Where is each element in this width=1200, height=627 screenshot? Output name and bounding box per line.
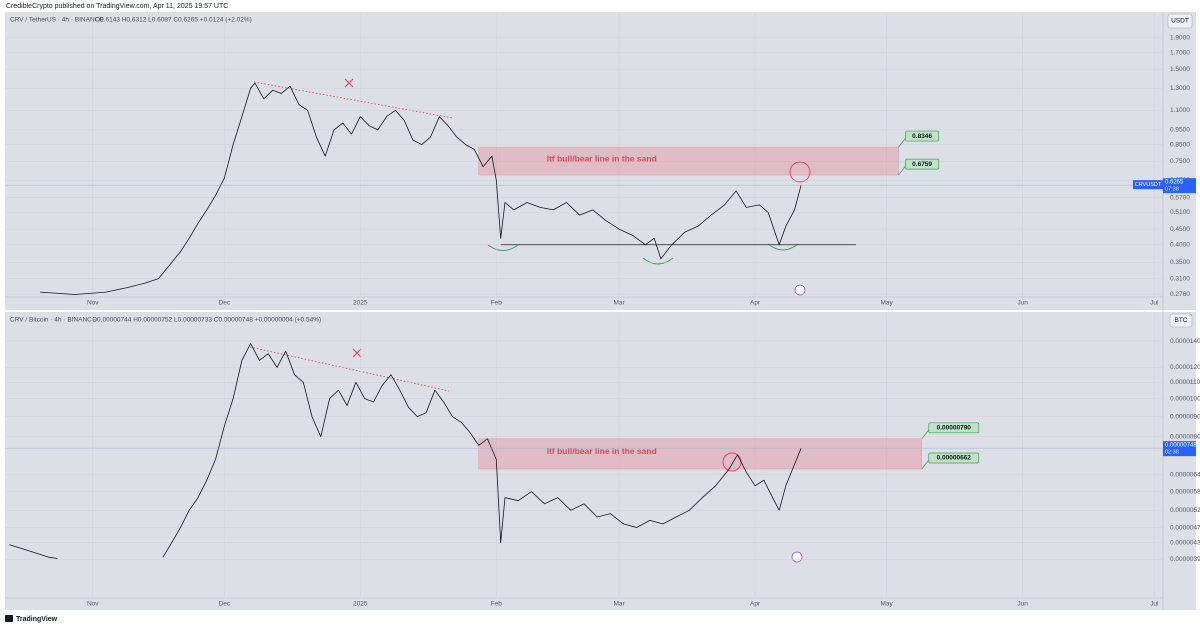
top-pane (5, 12, 1196, 310)
zone (478, 438, 922, 470)
chart: 1.9000 1.7000 1.5000 1.3000 1.1000 0.9500 0.85… (5, 13, 1196, 307)
x-tick-label: Jun (1017, 300, 1028, 307)
y-tick-label: 0.4500 (1170, 226, 1190, 233)
price-label: 0.6265 (1165, 180, 1184, 186)
footer: TradingView (16, 616, 58, 623)
ohlc: O0.00000744 H0.00000752 L0.00000733 C0.0… (92, 317, 321, 324)
x-tick-label: Nov (87, 601, 99, 608)
x-tick-label: Apr (750, 300, 761, 307)
x-tick-label: Feb (491, 300, 503, 307)
bottom-pane (5, 312, 1196, 610)
attribution: CredibleCrypto published on TradingView.… (6, 3, 228, 10)
x-tick-label: Nov (87, 300, 99, 307)
price-line (9, 343, 802, 559)
y-tick-label: 0.3500 (1170, 259, 1190, 266)
countdown: 07:38 (1165, 187, 1179, 193)
currency-badge (1169, 313, 1193, 328)
x-tick-label: Jul (1150, 601, 1159, 608)
y-tick-label: 1.1000 (1170, 107, 1190, 114)
x-tick-label: May (881, 300, 894, 307)
ohlc: O0.6143 H0.6312 L0.6087 C0.6265 +0.0124 … (95, 17, 252, 24)
y-tick-label: 0.5700 (1170, 194, 1190, 201)
x-tick-label: 2025 (353, 300, 368, 307)
price-line (40, 82, 802, 295)
x-tick-label: May (881, 601, 894, 608)
zone-note: ltf bull/bear line in the sand (547, 153, 657, 163)
level-label: 0.8346 (912, 133, 932, 140)
y-tick-label: 1.5000 (1170, 66, 1190, 73)
x-mark (344, 78, 354, 88)
x-tick-label: Mar (613, 300, 625, 307)
y-tick-label: 0.00000390 (1170, 556, 1200, 563)
x-tick-label: Jun (1017, 601, 1028, 608)
chart-header: CRV / Bitcoin · 4h · BINANCE (10, 317, 97, 324)
trendline (253, 81, 454, 119)
currency: USDT (1171, 18, 1189, 25)
circle-highlight (789, 161, 811, 183)
y-tick-label: 1.7000 (1170, 49, 1190, 56)
countdown: 02:38 (1165, 450, 1179, 456)
footer-logo (5, 615, 13, 622)
level-connector (921, 459, 930, 470)
x-tick-label: Feb (491, 601, 503, 608)
y-tick-label: 0.4000 (1170, 241, 1190, 248)
y-tick-label: 0.3100 (1170, 275, 1190, 282)
x-tick-label: 2025 (353, 601, 368, 608)
level-badge (928, 452, 980, 464)
plots: 1.9000 1.7000 1.5000 1.3000 1.1000 0.9500 0.85… (5, 13, 1200, 608)
level-badge (905, 158, 940, 170)
x-tick-label: Apr (750, 601, 761, 608)
y-tick-label: 1.9000 (1170, 35, 1190, 42)
y-tick-label: 0.2760 (1170, 291, 1190, 298)
event-icon (794, 284, 806, 296)
level-connector (898, 137, 906, 148)
level-connector (898, 165, 906, 176)
y-tick-label: 1.3000 (1170, 85, 1190, 92)
x-tick-label: Mar (613, 601, 625, 608)
x-tick-label: Dec (219, 601, 231, 608)
x-mark (352, 348, 362, 358)
price-badge (1163, 441, 1196, 457)
level-connector (921, 429, 930, 440)
level-label: 0.00000662 (937, 455, 972, 462)
arc (642, 257, 674, 265)
currency-badge (1167, 13, 1193, 29)
y-tick-label: 0.7500 (1170, 158, 1190, 165)
arc (487, 244, 519, 251)
currency: BTC (1175, 317, 1188, 324)
x-tick-label: Dec (219, 300, 231, 307)
x-tick-label: Jul (1150, 300, 1159, 307)
price-label: 0.00000748 (1165, 443, 1197, 449)
y-tick-label: 0.5100 (1170, 209, 1190, 216)
zone-note: ltf bull/bear line in the sand (547, 446, 657, 456)
symbol-label: CRVUSDT (1135, 182, 1162, 188)
y-tick-label: 0.9500 (1170, 127, 1190, 134)
level-badge (905, 130, 940, 142)
price-badge (1163, 178, 1196, 194)
chart-header: CRV / TetherUS · 4h · BINANCE (10, 17, 104, 24)
zone (478, 146, 899, 176)
level-label: 0.00000790 (937, 425, 972, 432)
y-tick-label: 0.8500 (1170, 141, 1190, 148)
arc (767, 243, 799, 251)
trendline (249, 346, 450, 392)
level-label: 0.6759 (912, 161, 932, 168)
event-icon (791, 551, 803, 563)
symbol-badge (1133, 180, 1163, 190)
level-badge (928, 422, 980, 434)
